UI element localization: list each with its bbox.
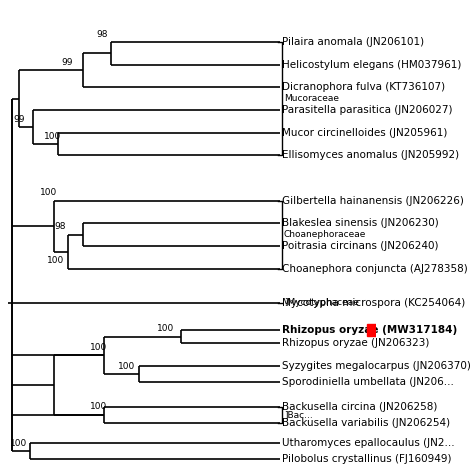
Text: Poitrasia circinans (JN206240): Poitrasia circinans (JN206240) bbox=[282, 241, 438, 251]
Text: Ellisomyces anomalus (JN205992): Ellisomyces anomalus (JN205992) bbox=[282, 150, 459, 160]
Text: 100: 100 bbox=[40, 188, 57, 197]
Text: ]Mycotyphaceae: ]Mycotyphaceae bbox=[284, 298, 359, 307]
Text: 100: 100 bbox=[157, 324, 174, 333]
Text: Mucoraceae: Mucoraceae bbox=[284, 94, 339, 103]
Text: 100: 100 bbox=[44, 132, 61, 141]
Text: Pilaira anomala (JN206101): Pilaira anomala (JN206101) bbox=[282, 37, 424, 47]
Text: Helicostylum elegans (HM037961): Helicostylum elegans (HM037961) bbox=[282, 60, 461, 70]
Text: Utharomyces epallocaulus (JN2...: Utharomyces epallocaulus (JN2... bbox=[282, 438, 455, 448]
Text: 100: 100 bbox=[90, 343, 107, 352]
Text: 100: 100 bbox=[47, 256, 64, 265]
Text: Pilobolus crystallinus (FJ160949): Pilobolus crystallinus (FJ160949) bbox=[282, 454, 452, 464]
Text: Choanephora conjuncta (AJ278358): Choanephora conjuncta (AJ278358) bbox=[282, 264, 468, 273]
Text: 100: 100 bbox=[10, 439, 27, 447]
Text: 100: 100 bbox=[118, 362, 135, 371]
Text: Sporodiniella umbellata (JN206...: Sporodiniella umbellata (JN206... bbox=[282, 377, 454, 387]
Text: Parasitella parasitica (JN206027): Parasitella parasitica (JN206027) bbox=[282, 105, 453, 115]
Text: Syzygites megalocarpus (JN206370): Syzygites megalocarpus (JN206370) bbox=[282, 361, 471, 371]
Text: Mucor circinelloides (JN205961): Mucor circinelloides (JN205961) bbox=[282, 128, 447, 138]
Text: Choanephoraceae: Choanephoraceae bbox=[284, 230, 366, 239]
Text: Rhizopus oryzae (MW317184): Rhizopus oryzae (MW317184) bbox=[282, 325, 457, 335]
Text: 99: 99 bbox=[14, 115, 25, 124]
Text: Rhizopus oryzae (JN206323): Rhizopus oryzae (JN206323) bbox=[282, 338, 429, 348]
Text: 100: 100 bbox=[90, 402, 107, 411]
Text: Backusella circina (JN206258): Backusella circina (JN206258) bbox=[282, 402, 438, 412]
Text: Mycotypha microspora (KC254064): Mycotypha microspora (KC254064) bbox=[282, 298, 465, 308]
Text: Gilbertella hainanensis (JN206226): Gilbertella hainanensis (JN206226) bbox=[282, 196, 464, 206]
Text: 98: 98 bbox=[97, 30, 108, 39]
Text: 98: 98 bbox=[55, 222, 66, 231]
Text: ]Bac...: ]Bac... bbox=[284, 410, 312, 419]
Text: Dicranophora fulva (KT736107): Dicranophora fulva (KT736107) bbox=[282, 82, 445, 92]
Text: Blakeslea sinensis (JN206230): Blakeslea sinensis (JN206230) bbox=[282, 219, 439, 228]
Bar bbox=[367, 324, 375, 336]
Text: 99: 99 bbox=[62, 58, 73, 67]
Text: Backusella variabilis (JN206254): Backusella variabilis (JN206254) bbox=[282, 418, 450, 428]
